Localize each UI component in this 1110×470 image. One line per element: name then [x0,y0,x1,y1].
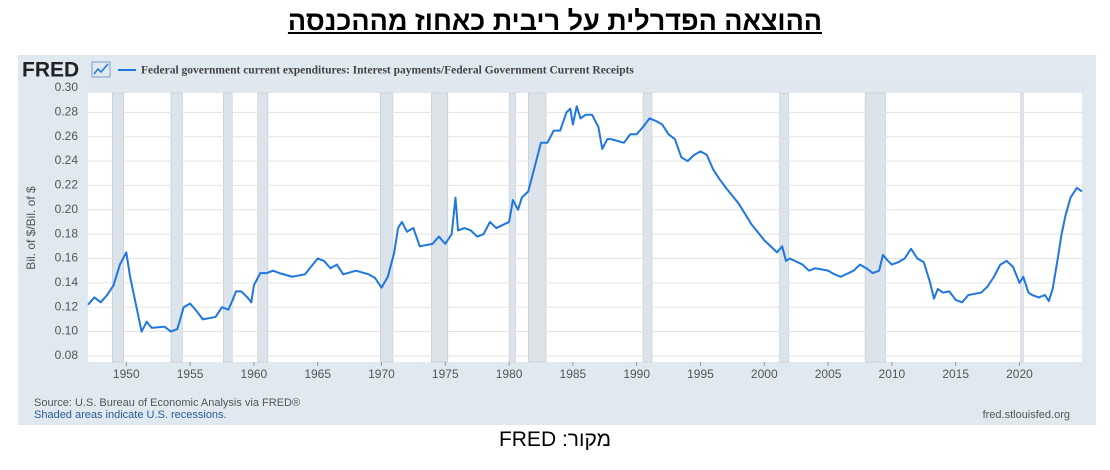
recession-note: Shaded areas indicate U.S. recessions. [34,409,227,421]
y-tick-label: 0.08 [55,348,79,362]
x-tick-label: 1975 [432,367,459,381]
x-tick-label: 1990 [623,367,650,381]
recession-band [642,92,653,363]
y-tick-label: 0.10 [55,324,79,338]
x-tick-label: 1965 [304,367,331,381]
x-tick-label: 2000 [751,367,778,381]
y-tick-label: 0.26 [55,129,79,143]
recession-band [1020,92,1024,363]
y-tick-label: 0.24 [55,153,79,167]
y-tick-label: 0.16 [55,251,79,265]
x-tick-label: 2020 [1006,367,1033,381]
logo: FRED [22,59,79,82]
x-tick-label: 2015 [942,367,969,381]
y-tick-label: 0.14 [55,275,79,289]
x-tick-label: 1960 [241,367,268,381]
recession-band [779,92,789,363]
y-tick-label: 0.30 [55,80,79,94]
y-tick-label: 0.18 [55,226,79,240]
y-tick-label: 0.20 [55,202,79,216]
recession-band [864,92,886,363]
page-title: ההוצאה הפדרלית על ריבית כאחוז מההכנסה [287,6,823,36]
y-axis-label: Bil. of $/Bil. of $ [24,186,38,270]
recession-band [223,92,233,363]
x-tick-label: 1985 [560,367,587,381]
series-line [87,105,1083,333]
site: fred.stlouisfed.org [983,409,1070,421]
y-tick-label: 0.12 [55,299,79,313]
plot-area [88,93,1082,362]
source: Source: U.S. Bureau of Economic Analysis… [34,397,300,409]
recession-band [111,92,124,363]
recession-band [379,92,394,363]
y-tick-label: 0.28 [55,105,79,119]
caption: מקור: FRED [498,428,612,451]
logo-icon [91,61,111,78]
recession-band [508,92,516,363]
x-tick-label: 1950 [113,367,140,381]
recession-band [170,92,183,363]
y-tick-label: 0.22 [55,178,79,192]
x-tick-label: 1955 [177,367,204,381]
x-tick-label: 2005 [815,367,842,381]
recession-band [257,92,269,363]
x-tick-label: 1980 [496,367,523,381]
recession-band [527,92,547,363]
recession-band [430,92,449,363]
legend-label: Federal government current expenditures:… [141,65,634,77]
x-tick-label: 2010 [879,367,906,381]
x-tick-label: 1995 [687,367,714,381]
x-tick-label: 1970 [368,367,395,381]
